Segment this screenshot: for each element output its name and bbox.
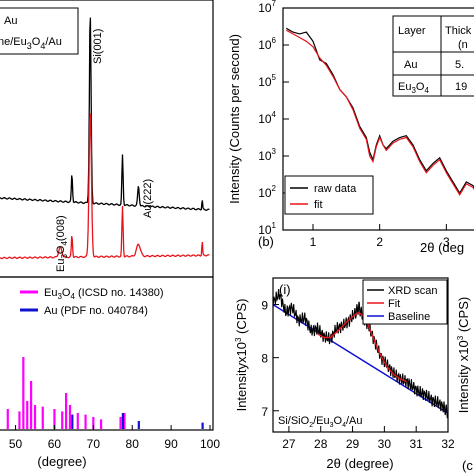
bl-x-tick-label: 80 [126,437,140,451]
reference-bars [6,357,204,429]
tr-y-tick-label: 103 [258,147,276,163]
panel-xrd-scan: 7 8 9 27 28 29 30 31 32 (i) Intensityx103 (CPS)… [234,277,455,471]
tr-x-axis-label: 2θ (deg [420,240,464,255]
tr-x-tick-label: 2 [376,235,383,249]
panel-ref-frame [0,276,214,431]
bl-x-ticks: 50 60 70 80 90 100 [9,425,220,451]
bl-x-tick-label: 50 [9,437,23,451]
br-x-ticks: 27 28 29 30 31 32 [282,426,455,451]
tr-y-tick-label: 105 [258,73,276,89]
br-x-tick-label: 30 [378,437,392,451]
tr-panel-label: (b) [258,234,274,249]
legend-label-raw-data: raw data [314,183,357,195]
br-y-axis-label: Intensityx103 (CPS) [234,299,249,412]
layer-thickness-table: Layer Thick (n Au 5. Eu3O4 19 [392,15,474,97]
tr-y-tick-label: 107 [258,0,276,15]
panel-reference-lines: 50 60 70 80 90 100 Eu3O4 (ICSD no. 14380) Au … [0,276,220,469]
right-y-axis-label: Intensity x103 (CPS) [456,297,471,413]
xrd-black-pattern [0,17,210,211]
tr-x-tick-label: 1 [310,235,317,249]
tr-y-tick-label: 106 [258,36,276,52]
br-x-tick-label: 28 [314,437,328,451]
scan-fit-line [317,311,407,383]
br-x-tick-label: 27 [282,437,296,451]
br-x-tick-label: 31 [410,437,424,451]
br-x-tick-label: 29 [346,437,360,451]
annotation-au222: Au(222) [142,179,154,218]
panel-scan-frame [272,277,449,433]
sample-label: Si/SiO2/Eu3O4/Au [278,415,363,429]
br-y-ticks: 7 8 9 [261,299,279,419]
table-cell-au-thickness: 5. [455,59,464,71]
bl-x-axis-label: (degree) [37,454,86,469]
xrr-fit-line [286,29,474,196]
br-panel-label: (i) [279,282,291,297]
br-x-axis-label: 2θ (degree) [326,456,393,471]
legend-label-xrd-scan: XRD scan [388,285,438,297]
annotation-si001: Si(001) [92,29,104,64]
br-y-tick-label: 9 [261,299,268,313]
legend-label-au: Au (PDF no. 040784) [44,305,148,317]
bl-x-tick-label: 90 [164,437,178,451]
table-cell-eu3o4: Eu3O4 [398,81,429,95]
tl-legend-box [0,7,79,55]
table-header-layer: Layer [398,25,426,37]
panel-xrr: 101 102 103 104 105 106 107 1 2 3 Intensity (Cou… [227,0,474,255]
tr-x-ticks: 1 2 3 [310,224,450,249]
br-x-tick-label: 32 [441,437,455,451]
br-y-tick-label: 8 [261,352,268,366]
br-y-tick-label: 7 [261,405,268,419]
panel-xrd-patterns: Au ne/Eu3O4/Au Si(001) Au(222) Eu3O4(008… [0,0,214,278]
legend-label-eu3o4: Eu3O4 (ICSD no. 14380) [44,287,164,301]
tr-y-axis-label: Intensity (Counts per second) [227,34,242,204]
tl-legend-au: Au [4,15,17,27]
tr-y-tick-label: 102 [258,184,276,200]
tl-legend-eu3o4-au: ne/Eu3O4/Au [0,36,62,51]
tr-legend-box [284,175,374,215]
table-cell-au: Au [404,59,417,71]
table-header-unit: (n [458,39,468,51]
legend-label-fit-br: Fit [388,298,400,310]
xrd-red-pattern [0,113,210,260]
bl-x-tick-label: 60 [48,437,62,451]
tr-y-ticks: 101 102 103 104 105 106 107 [258,0,289,237]
legend-label-baseline: Baseline [388,311,430,323]
tr-y-tick-label: 101 [258,221,276,237]
tr-x-tick-label: 3 [443,235,450,249]
tr-y-tick-label: 104 [258,110,276,126]
right-panel-label: (c [462,458,473,473]
bl-x-tick-label: 70 [87,437,101,451]
bl-x-tick-label: 100 [200,437,220,451]
table-cell-eu3o4-thickness: 19 [455,81,467,93]
scan-xrd-line [272,288,449,419]
legend-label-fit: fit [314,199,323,211]
table-header-thickness: Thick [445,25,472,37]
annotation-eu3o4-008: Eu3O4(008) [55,215,69,272]
